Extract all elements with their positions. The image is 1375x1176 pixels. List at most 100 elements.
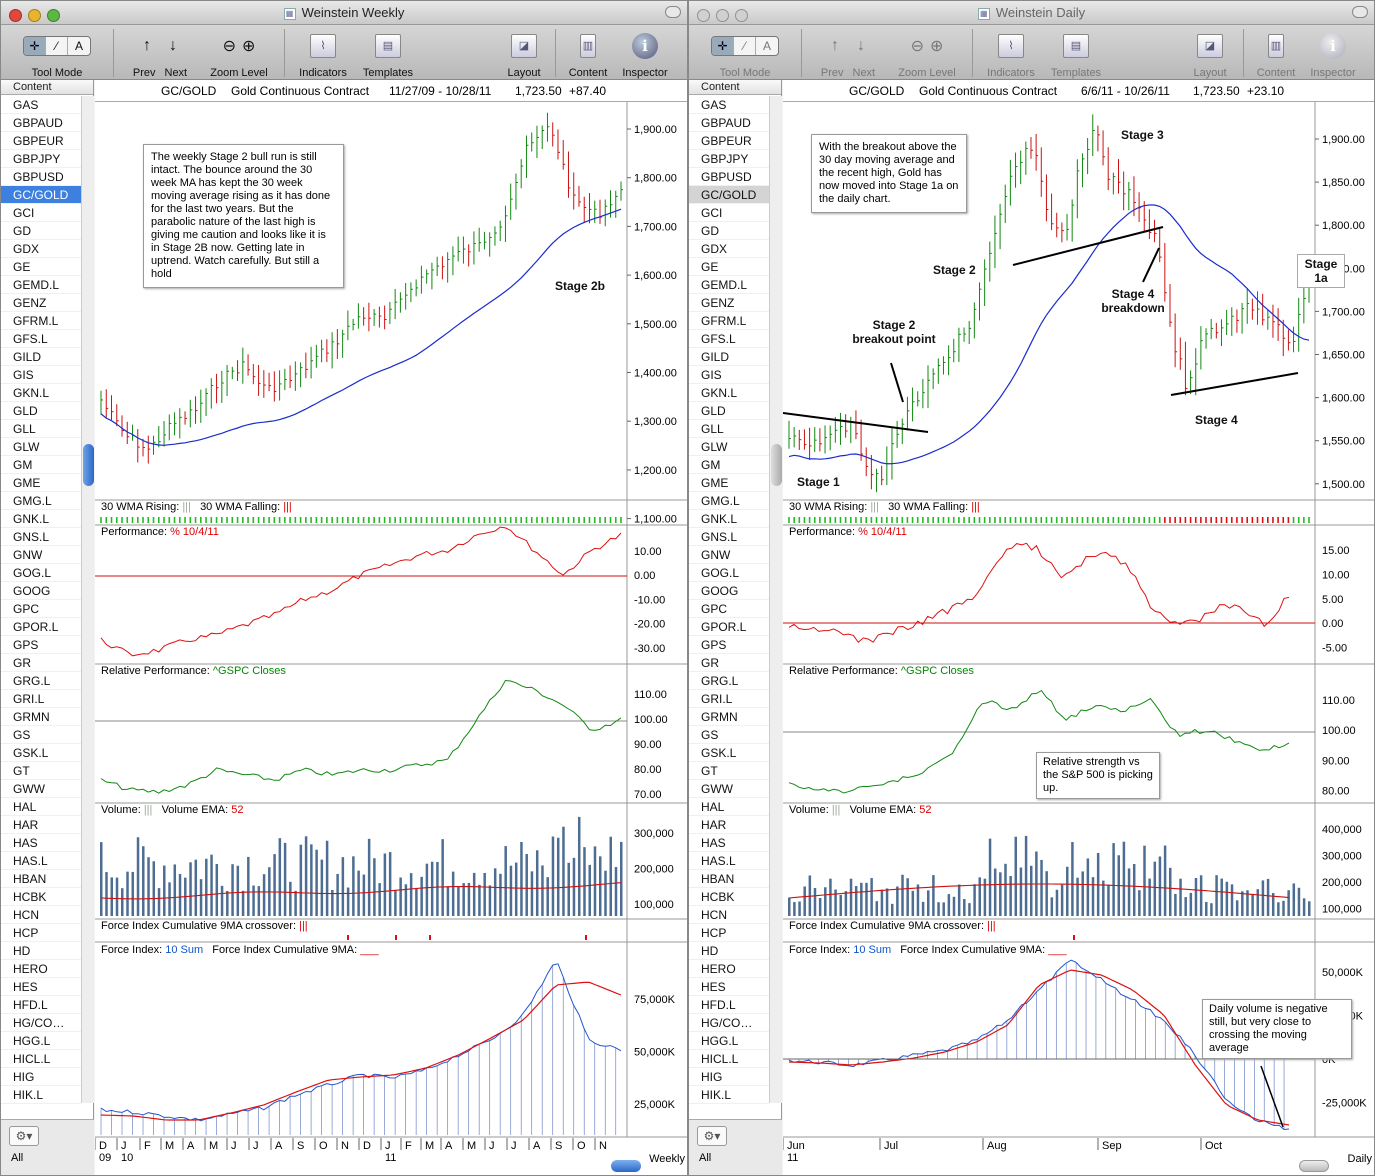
layout-button[interactable]: ◪ Layout xyxy=(501,29,547,79)
templates-button[interactable]: ▤ Templates xyxy=(357,29,419,79)
sidebar-item[interactable]: GBPUSD xyxy=(1,168,81,186)
stage-2-label[interactable]: Stage 2 xyxy=(933,263,976,277)
text-tool-icon[interactable]: A xyxy=(762,39,771,53)
sidebar-item[interactable]: GOG.L xyxy=(689,564,769,582)
sidebar-item[interactable]: GKN.L xyxy=(1,384,81,402)
close-window-button[interactable] xyxy=(9,9,22,22)
minimize-window-button[interactable] xyxy=(716,9,729,22)
sidebar-item[interactable]: GDX xyxy=(689,240,769,258)
sidebar-item[interactable]: GE xyxy=(689,258,769,276)
sidebar-item[interactable]: GCI xyxy=(1,204,81,222)
sidebar-item[interactable]: GPOR.L xyxy=(689,618,769,636)
sidebar-item[interactable]: HAS xyxy=(1,834,81,852)
sidebar-item[interactable]: GPS xyxy=(1,636,81,654)
sidebar-item[interactable]: GWW xyxy=(1,780,81,798)
prev-next-group[interactable]: ↑ ↓ Prev Next xyxy=(125,29,195,79)
stage-3-label[interactable]: Stage 3 xyxy=(1121,128,1164,142)
scroll-thumb[interactable] xyxy=(83,444,94,486)
prev-arrow-icon[interactable]: ↑ xyxy=(143,37,151,54)
sidebar-item[interactable]: HFD.L xyxy=(689,996,769,1014)
sidebar-item[interactable]: HCP xyxy=(1,924,81,942)
sidebar-item[interactable]: GBPUSD xyxy=(689,168,769,186)
weekly-annotation[interactable]: The weekly Stage 2 bull run is still int… xyxy=(143,144,344,288)
sidebar-item[interactable]: HICL.L xyxy=(689,1050,769,1068)
sidebar-item[interactable]: HAL xyxy=(1,798,81,816)
stage-1a-label[interactable]: Stage 1a xyxy=(1297,254,1345,288)
sidebar-item[interactable]: HCBK xyxy=(689,888,769,906)
sidebar-item[interactable]: GNK.L xyxy=(689,510,769,528)
sidebar-scrollbar[interactable] xyxy=(81,96,94,1103)
prev-next-group[interactable]: ↑ ↓ Prev Next xyxy=(813,29,883,79)
sidebar-item[interactable]: HD xyxy=(1,942,81,960)
toolbar-toggle-button[interactable] xyxy=(665,6,681,18)
sidebar-item[interactable]: HERO xyxy=(689,960,769,978)
sidebar-item[interactable]: GFS.L xyxy=(689,330,769,348)
templates-button[interactable]: ▤ Templates xyxy=(1045,29,1107,79)
sidebar-item[interactable]: GEMD.L xyxy=(689,276,769,294)
all-filter[interactable]: All xyxy=(11,1152,24,1164)
zoom-out-icon[interactable]: ⊖ xyxy=(222,38,236,55)
sidebar-item[interactable]: GCI xyxy=(689,204,769,222)
zoom-in-icon[interactable]: ⊕ xyxy=(930,38,944,55)
sidebar-item[interactable]: HG/CO… xyxy=(689,1014,769,1032)
sidebar-item[interactable]: GC/GOLD xyxy=(689,186,769,204)
sidebar-item[interactable]: HAR xyxy=(1,816,81,834)
text-tool-icon[interactable]: A xyxy=(74,39,83,53)
zoom-window-button[interactable] xyxy=(47,9,60,22)
sidebar-item[interactable]: GT xyxy=(1,762,81,780)
zoom-window-button[interactable] xyxy=(735,9,748,22)
sidebar-item[interactable]: HIG xyxy=(1,1068,81,1086)
sidebar-item[interactable]: GENZ xyxy=(1,294,81,312)
sidebar-item[interactable]: HAS.L xyxy=(689,852,769,870)
zoom-group[interactable]: ⊖ ⊕ Zoom Level xyxy=(205,29,273,79)
sidebar-item[interactable]: GM xyxy=(1,456,81,474)
sidebar-item[interactable]: GAS xyxy=(689,96,769,114)
indicators-button[interactable]: ⌇ Indicators xyxy=(981,29,1041,79)
sidebar-item[interactable]: HIK.L xyxy=(1,1086,81,1104)
sidebar-item[interactable]: GFRM.L xyxy=(689,312,769,330)
sidebar-item[interactable]: GRMN xyxy=(1,708,81,726)
sidebar-item[interactable]: HIK.L xyxy=(689,1086,769,1104)
sidebar-item[interactable]: GOOG xyxy=(689,582,769,600)
gear-icon[interactable]: ⚙▾ xyxy=(697,1126,727,1146)
sidebar-item[interactable]: HAS xyxy=(689,834,769,852)
crosshair-icon[interactable]: ✛ xyxy=(712,37,734,55)
sidebar-item[interactable]: HERO xyxy=(1,960,81,978)
sidebar-item[interactable]: GRG.L xyxy=(1,672,81,690)
horizontal-scroll-thumb[interactable] xyxy=(1299,1160,1329,1172)
sidebar-item[interactable]: GAS xyxy=(1,96,81,114)
sidebar-item[interactable]: GENZ xyxy=(689,294,769,312)
sidebar-item[interactable]: GIS xyxy=(1,366,81,384)
indicators-button[interactable]: ⌇ Indicators xyxy=(293,29,353,79)
zoom-group[interactable]: ⊖ ⊕ Zoom Level xyxy=(893,29,961,79)
sidebar-item[interactable]: GR xyxy=(1,654,81,672)
zoom-out-icon[interactable]: ⊖ xyxy=(910,38,924,55)
sidebar-item[interactable]: GFRM.L xyxy=(1,312,81,330)
sidebar-item[interactable]: HD xyxy=(689,942,769,960)
sidebar-item[interactable]: GLL xyxy=(689,420,769,438)
sidebar-item[interactable]: GMG.L xyxy=(1,492,81,510)
stage-4-label[interactable]: Stage 4 xyxy=(1195,413,1238,427)
sidebar-item[interactable]: GLD xyxy=(1,402,81,420)
sidebar-item[interactable]: GPS xyxy=(689,636,769,654)
sidebar-item[interactable]: GIS xyxy=(689,366,769,384)
sidebar-item[interactable]: HES xyxy=(689,978,769,996)
sidebar-item[interactable]: HAL xyxy=(689,798,769,816)
sidebar-item[interactable]: GD xyxy=(689,222,769,240)
sidebar-item[interactable]: GNS.L xyxy=(1,528,81,546)
stage-1-label[interactable]: Stage 1 xyxy=(797,475,840,489)
sidebar-item[interactable]: GRG.L xyxy=(689,672,769,690)
sidebar-item[interactable]: GBPJPY xyxy=(689,150,769,168)
sidebar-item[interactable]: GKN.L xyxy=(689,384,769,402)
sidebar-item[interactable]: GOOG xyxy=(1,582,81,600)
sidebar-item[interactable]: GS xyxy=(1,726,81,744)
sidebar-item[interactable]: GDX xyxy=(1,240,81,258)
content-button[interactable]: ▥ Content xyxy=(1251,29,1301,79)
line-tool-icon[interactable]: ⁄ xyxy=(46,37,68,55)
sidebar-item[interactable]: GWW xyxy=(689,780,769,798)
layout-button[interactable]: ◪ Layout xyxy=(1187,29,1233,79)
tool-mode-segmented[interactable]: ✛ ⁄ A xyxy=(711,36,779,56)
sidebar-item[interactable]: GLW xyxy=(1,438,81,456)
sidebar-item[interactable]: HCBK xyxy=(1,888,81,906)
sidebar-item[interactable]: HAS.L xyxy=(1,852,81,870)
